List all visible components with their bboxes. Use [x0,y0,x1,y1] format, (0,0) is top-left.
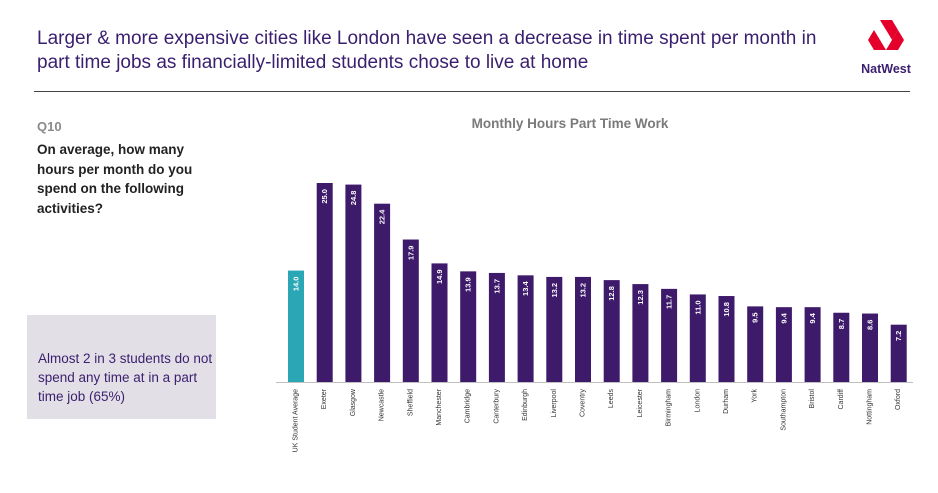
value-label: 9.4 [779,312,788,323]
brand-name: NatWest [861,62,911,76]
bar-cardiff [833,312,850,382]
bar-leeds [603,280,620,382]
bar-oxford [890,324,907,382]
value-label: 7.2 [894,331,903,341]
category-label: Canterbury [493,389,500,424]
category-label: Newcastle [379,389,386,421]
category-label: Sheffield [407,389,414,416]
value-label: 13.9 [464,277,473,292]
value-label: 12.3 [636,290,645,305]
bar-manchester [431,263,448,382]
category-label: Leeds [608,389,615,409]
value-label: 11.7 [665,295,674,309]
value-label: 9.4 [808,312,817,323]
bar-coventry [575,276,591,382]
bar-bristol [804,307,821,382]
bar-uk-student-average [288,270,304,382]
callout-text: Almost 2 in 3 students do not spend any … [38,351,213,404]
value-label: 17.9 [406,246,415,261]
value-label: 8.6 [866,320,875,330]
bar-sheffield [402,239,419,382]
brand-logo: NatWest [856,18,916,76]
bar-york [747,306,764,382]
bar-london [689,294,706,382]
value-label: 9.5 [751,312,760,322]
category-label: Oxford [895,389,902,410]
value-label: 13.2 [579,283,588,298]
category-label: Liverpool [551,389,558,418]
category-label: Manchester [436,388,443,425]
bar-liverpool [546,276,563,382]
bar-leicester [632,284,649,382]
value-label: 13.2 [550,283,559,298]
header-divider [34,91,910,92]
bar-durham [718,296,735,382]
value-label: 14.0 [292,277,301,292]
bar-cambridge [460,271,477,382]
bar-edinburgh [517,275,534,382]
natwest-logo-icon [868,20,904,50]
question-number: Q10 [37,119,62,134]
value-label: 8.7 [837,319,846,329]
bar-newcastle [374,203,391,382]
category-label: Cambridge [465,389,472,423]
value-label: 10.8 [722,302,731,317]
value-label: 25.0 [320,189,329,204]
category-label: Edinburgh [522,389,529,421]
value-label: 12.8 [607,286,616,301]
category-label: Southampton [780,389,787,431]
category-label: Coventry [580,389,587,418]
bar-canterbury [488,272,505,382]
category-label: Bristol [809,389,816,409]
category-label: Nottingham [867,389,874,425]
category-label: Durham [723,389,730,414]
bar-nottingham [862,313,878,382]
bar-southampton [775,307,792,382]
value-label: 11.0 [693,300,702,314]
category-label: UK Student Average [293,389,300,452]
category-label: London [694,389,701,412]
bar-exeter [316,183,333,382]
category-label: Glasgow [350,388,357,416]
value-label: 13.4 [521,281,530,296]
category-label: Birmingham [666,389,673,427]
question-text: On average, how many hours per month do … [37,142,193,216]
category-label: York [752,389,759,403]
headline: Larger & more expensive cities like Lond… [37,28,817,73]
value-label: 13.7 [492,279,501,294]
bar-birmingham [661,288,678,382]
chart-title: Monthly Hours Part Time Work [471,116,669,131]
value-label: 14.9 [435,269,444,284]
value-label: 22.4 [378,209,387,224]
category-label: Leicester [637,388,644,417]
value-label: 24.8 [349,191,358,206]
callout-box: Almost 2 in 3 students do not spend any … [27,315,216,419]
category-label: Cardiff [838,389,845,410]
category-label: Exeter [321,388,328,409]
bar-glasgow [345,184,362,382]
